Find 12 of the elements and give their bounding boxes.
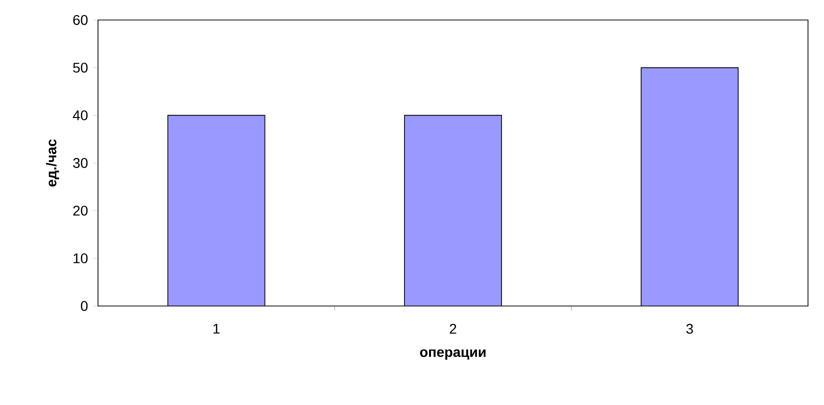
y-axis-title: ед./час: [46, 139, 60, 187]
x-tick-label: 3: [686, 324, 693, 334]
y-tick-label: 20: [73, 206, 88, 216]
y-tick-label: 30: [73, 158, 88, 168]
x-axis-title: операции: [420, 349, 486, 360]
x-tick-label: 2: [450, 324, 456, 334]
y-tick-label: 0: [80, 301, 88, 311]
y-tick-label: 60: [73, 15, 88, 25]
y-tick-label: 10: [74, 253, 88, 264]
x-tick-label: 1: [214, 324, 220, 334]
y-tick-label: 40: [72, 110, 88, 120]
y-tick-label: 50: [73, 62, 88, 73]
